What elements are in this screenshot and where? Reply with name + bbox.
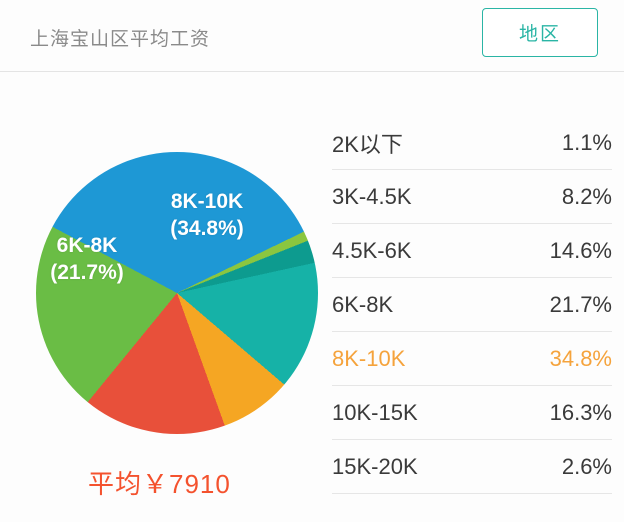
salary-percentage-value: 14.6% (549, 237, 612, 263)
pie-chart-container: 8K-10K (34.8%) 6K-8K (21.7%) (36, 152, 318, 434)
salary-range-label: 6K-8K (332, 291, 394, 317)
main-content: 8K-10K (34.8%) 6K-8K (21.7%) 平均￥7910 2K以… (0, 72, 624, 522)
salary-percentage-value: 2.6% (561, 453, 612, 479)
salary-percentage-value: 21.7% (549, 291, 612, 317)
table-row[interactable]: 4.5K-6K 14.6% (332, 224, 612, 278)
salary-percentage-value: 1.1% (561, 129, 612, 155)
page-header: 上海宝山区平均工资 地区 (0, 0, 624, 72)
table-row[interactable]: 3K-4.5K 8.2% (332, 170, 612, 224)
salary-percentage-value: 34.8% (549, 345, 612, 371)
salary-range-label: 3K-4.5K (332, 183, 412, 209)
table-row[interactable]: 10K-15K 16.3% (332, 386, 612, 440)
table-row[interactable]: 15K-20K 2.6% (332, 440, 612, 494)
salary-range-label: 8K-10K (332, 345, 406, 371)
salary-table: 2K以下 1.1% 3K-4.5K 8.2% 4.5K-6K 14.6% 6K-… (332, 116, 612, 494)
salary-percentage-value: 16.3% (549, 399, 612, 425)
salary-range-label: 2K以下 (332, 131, 403, 157)
region-button[interactable]: 地区 (481, 8, 598, 57)
table-row[interactable]: 6K-8K 21.7% (332, 278, 612, 332)
table-row[interactable]: 8K-10K 34.8% (332, 332, 612, 386)
average-salary-label: 平均￥7910 (88, 469, 231, 499)
salary-percentage-value: 8.2% (561, 183, 612, 209)
pie-chart[interactable] (36, 152, 318, 434)
table-row[interactable]: 2K以下 1.1% (332, 116, 612, 170)
salary-range-label: 15K-20K (332, 453, 418, 479)
salary-range-label: 10K-15K (332, 399, 418, 425)
salary-range-label: 4.5K-6K (332, 237, 412, 263)
page-title: 上海宝山区平均工资 (30, 29, 211, 50)
